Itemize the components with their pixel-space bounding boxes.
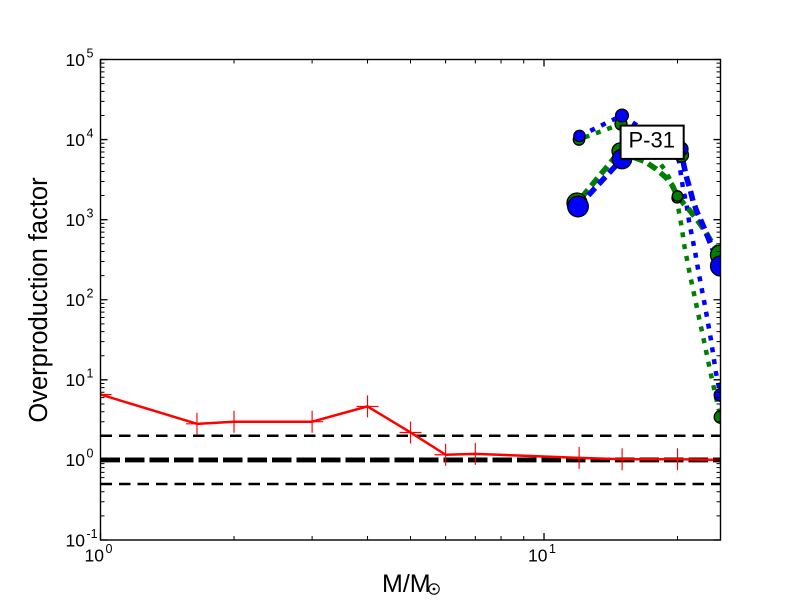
svg-text:Overproduction factor: Overproduction factor (25, 177, 53, 423)
svg-text:1: 1 (549, 542, 556, 556)
svg-text:10: 10 (85, 546, 105, 566)
svg-text:3: 3 (87, 206, 94, 220)
svg-text:1: 1 (87, 367, 94, 381)
svg-text:10: 10 (66, 50, 86, 70)
svg-text:0: 0 (106, 542, 113, 556)
svg-text:10: 10 (66, 370, 86, 390)
svg-text:2: 2 (87, 287, 94, 301)
svg-text:10: 10 (66, 450, 86, 470)
svg-text:0: 0 (87, 447, 94, 461)
svg-text:M/M: M/M (382, 570, 431, 598)
svg-text:10: 10 (528, 546, 548, 566)
svg-text:10: 10 (66, 130, 86, 150)
svg-text:10: 10 (66, 530, 86, 550)
svg-text:10: 10 (66, 290, 86, 310)
svg-text:4: 4 (87, 126, 94, 140)
svg-text:10: 10 (66, 210, 86, 230)
svg-text:P-31: P-31 (629, 128, 675, 153)
svg-text:5: 5 (87, 46, 94, 60)
svg-text:-1: -1 (87, 527, 98, 541)
